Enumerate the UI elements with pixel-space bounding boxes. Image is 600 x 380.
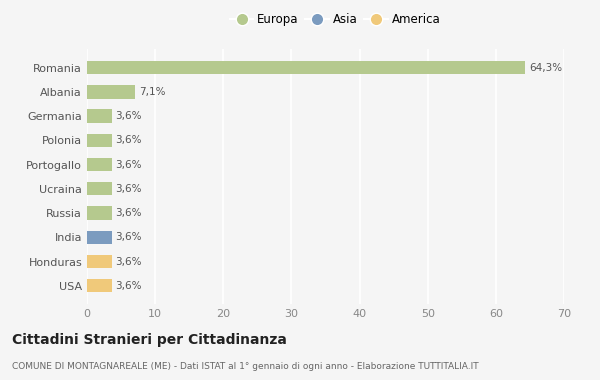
- Bar: [87, 85, 136, 98]
- Text: 64,3%: 64,3%: [529, 63, 562, 73]
- Text: 7,1%: 7,1%: [139, 87, 166, 97]
- Text: 3,6%: 3,6%: [116, 184, 142, 194]
- Bar: [87, 279, 112, 293]
- Bar: [87, 255, 112, 268]
- Bar: [87, 231, 112, 244]
- Text: 3,6%: 3,6%: [116, 135, 142, 145]
- Bar: [87, 158, 112, 171]
- Text: COMUNE DI MONTAGNAREALE (ME) - Dati ISTAT al 1° gennaio di ogni anno - Elaborazi: COMUNE DI MONTAGNAREALE (ME) - Dati ISTA…: [12, 362, 479, 370]
- Legend: Europa, Asia, America: Europa, Asia, America: [226, 10, 444, 30]
- Text: 3,6%: 3,6%: [116, 281, 142, 291]
- Text: 3,6%: 3,6%: [116, 232, 142, 242]
- Bar: [87, 182, 112, 195]
- Bar: [87, 134, 112, 147]
- Text: 3,6%: 3,6%: [116, 256, 142, 266]
- Text: 3,6%: 3,6%: [116, 208, 142, 218]
- Text: 3,6%: 3,6%: [116, 111, 142, 121]
- Text: 3,6%: 3,6%: [116, 160, 142, 169]
- Text: Cittadini Stranieri per Cittadinanza: Cittadini Stranieri per Cittadinanza: [12, 333, 287, 347]
- Bar: [87, 109, 112, 123]
- Bar: [87, 206, 112, 220]
- Bar: [87, 61, 525, 74]
